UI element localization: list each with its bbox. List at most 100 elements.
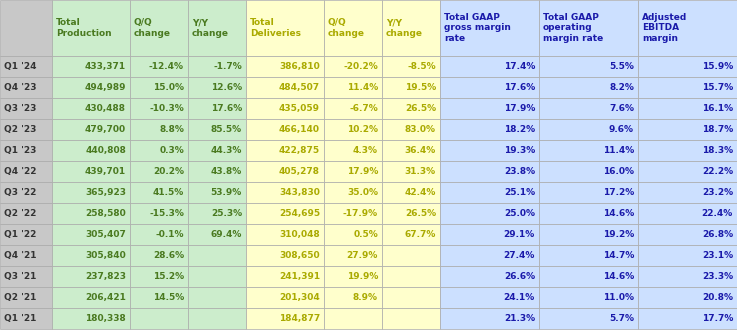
Text: 5.7%: 5.7% bbox=[609, 314, 634, 323]
Text: Q3 '23: Q3 '23 bbox=[4, 104, 36, 113]
Bar bbox=[638, 245, 737, 266]
Bar bbox=[188, 266, 246, 287]
Text: 25.0%: 25.0% bbox=[504, 209, 535, 218]
Text: 12.6%: 12.6% bbox=[211, 83, 242, 92]
Bar bbox=[440, 77, 539, 98]
Bar bbox=[52, 182, 130, 203]
Bar bbox=[440, 56, 539, 77]
Text: 184,877: 184,877 bbox=[279, 314, 320, 323]
Bar bbox=[539, 56, 638, 77]
Bar bbox=[188, 119, 246, 140]
Text: 31.3%: 31.3% bbox=[405, 167, 436, 176]
Text: 0.5%: 0.5% bbox=[353, 230, 378, 239]
Bar bbox=[638, 161, 737, 182]
Text: 23.3%: 23.3% bbox=[702, 272, 733, 281]
Bar bbox=[188, 182, 246, 203]
Bar bbox=[130, 308, 188, 329]
Text: Q1 '22: Q1 '22 bbox=[4, 230, 36, 239]
Bar bbox=[382, 266, 440, 287]
Text: -12.4%: -12.4% bbox=[149, 62, 184, 71]
Text: 254,695: 254,695 bbox=[279, 209, 320, 218]
Text: 53.9%: 53.9% bbox=[211, 188, 242, 197]
Bar bbox=[539, 77, 638, 98]
Text: -20.2%: -20.2% bbox=[343, 62, 378, 71]
Text: 484,507: 484,507 bbox=[279, 83, 320, 92]
Text: 386,810: 386,810 bbox=[279, 62, 320, 71]
Text: 405,278: 405,278 bbox=[279, 167, 320, 176]
Bar bbox=[324, 56, 382, 77]
Bar bbox=[130, 266, 188, 287]
Text: 17.6%: 17.6% bbox=[504, 83, 535, 92]
Text: 365,923: 365,923 bbox=[85, 188, 126, 197]
Bar bbox=[188, 77, 246, 98]
Text: -10.3%: -10.3% bbox=[150, 104, 184, 113]
Bar bbox=[638, 266, 737, 287]
Text: 305,840: 305,840 bbox=[85, 251, 126, 260]
Bar bbox=[539, 308, 638, 329]
Bar bbox=[52, 266, 130, 287]
Bar bbox=[246, 98, 324, 119]
Bar bbox=[52, 308, 130, 329]
Bar bbox=[130, 56, 188, 77]
Text: Total GAAP
gross margin
rate: Total GAAP gross margin rate bbox=[444, 13, 511, 43]
Text: 22.4%: 22.4% bbox=[702, 209, 733, 218]
Text: 201,304: 201,304 bbox=[279, 293, 320, 302]
Text: 19.9%: 19.9% bbox=[346, 272, 378, 281]
Bar bbox=[382, 119, 440, 140]
Bar bbox=[382, 0, 440, 56]
Bar bbox=[638, 287, 737, 308]
Text: 18.3%: 18.3% bbox=[702, 146, 733, 155]
Bar bbox=[440, 140, 539, 161]
Bar bbox=[52, 203, 130, 224]
Text: 14.5%: 14.5% bbox=[153, 293, 184, 302]
Text: 14.6%: 14.6% bbox=[603, 272, 634, 281]
Text: 21.3%: 21.3% bbox=[504, 314, 535, 323]
Text: 8.2%: 8.2% bbox=[609, 83, 634, 92]
Bar bbox=[440, 266, 539, 287]
Bar bbox=[0, 119, 52, 140]
Bar bbox=[324, 245, 382, 266]
Text: 26.5%: 26.5% bbox=[405, 209, 436, 218]
Text: Total
Deliveries: Total Deliveries bbox=[250, 18, 301, 38]
Bar bbox=[0, 245, 52, 266]
Bar bbox=[52, 119, 130, 140]
Text: 15.7%: 15.7% bbox=[702, 83, 733, 92]
Text: 11.4%: 11.4% bbox=[603, 146, 634, 155]
Text: 15.2%: 15.2% bbox=[153, 272, 184, 281]
Bar bbox=[382, 161, 440, 182]
Bar bbox=[130, 224, 188, 245]
Bar bbox=[246, 182, 324, 203]
Text: 19.2%: 19.2% bbox=[603, 230, 634, 239]
Text: 17.4%: 17.4% bbox=[503, 62, 535, 71]
Bar bbox=[130, 245, 188, 266]
Text: Q2 '22: Q2 '22 bbox=[4, 209, 36, 218]
Text: -1.7%: -1.7% bbox=[213, 62, 242, 71]
Text: 9.6%: 9.6% bbox=[609, 125, 634, 134]
Text: 466,140: 466,140 bbox=[279, 125, 320, 134]
Bar bbox=[440, 224, 539, 245]
Bar bbox=[246, 0, 324, 56]
Bar bbox=[246, 56, 324, 77]
Text: 0.3%: 0.3% bbox=[159, 146, 184, 155]
Bar bbox=[52, 77, 130, 98]
Bar bbox=[0, 203, 52, 224]
Text: 494,989: 494,989 bbox=[85, 83, 126, 92]
Bar bbox=[130, 140, 188, 161]
Text: 27.9%: 27.9% bbox=[346, 251, 378, 260]
Text: 15.0%: 15.0% bbox=[153, 83, 184, 92]
Bar bbox=[0, 308, 52, 329]
Text: 206,421: 206,421 bbox=[85, 293, 126, 302]
Text: 5.5%: 5.5% bbox=[609, 62, 634, 71]
Bar bbox=[440, 245, 539, 266]
Text: 11.0%: 11.0% bbox=[603, 293, 634, 302]
Bar bbox=[324, 182, 382, 203]
Text: -17.9%: -17.9% bbox=[343, 209, 378, 218]
Bar bbox=[638, 56, 737, 77]
Bar bbox=[188, 56, 246, 77]
Bar bbox=[130, 119, 188, 140]
Text: 435,059: 435,059 bbox=[279, 104, 320, 113]
Bar bbox=[188, 308, 246, 329]
Bar bbox=[0, 266, 52, 287]
Bar bbox=[0, 77, 52, 98]
Text: 25.1%: 25.1% bbox=[504, 188, 535, 197]
